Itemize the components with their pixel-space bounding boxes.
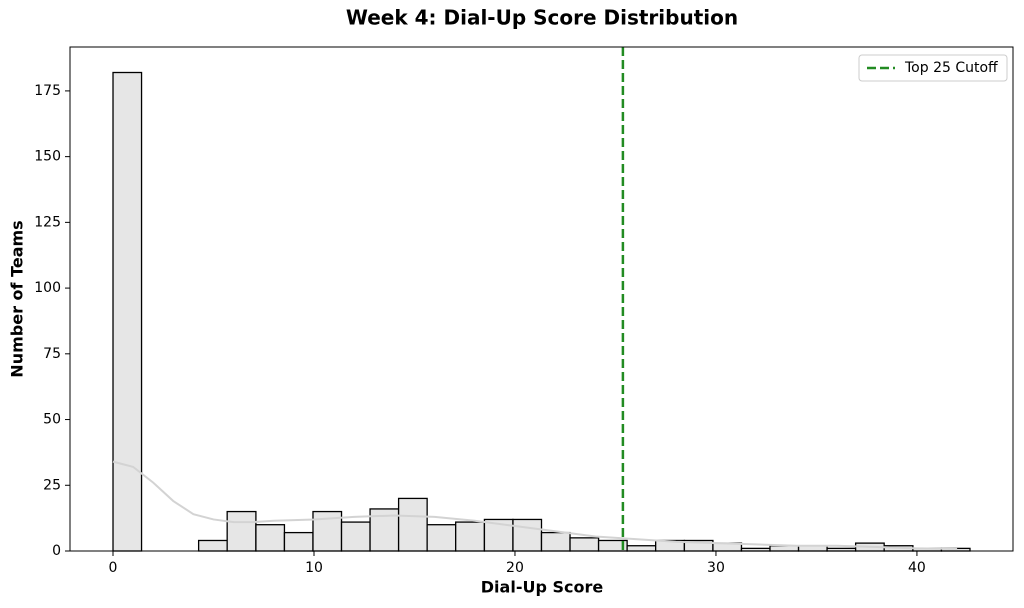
bar [455,521,486,552]
bar [255,524,286,552]
bar [569,537,600,552]
x-tick-label: 40 [908,560,926,576]
bar [283,531,314,552]
y-tick-label: 0 [52,543,61,559]
bar [112,71,143,552]
y-tick-label: 25 [43,477,61,493]
chart-title: Week 4: Dial-Up Score Distribution [346,6,738,30]
bar [397,497,428,552]
bar [540,531,571,552]
bar [426,524,457,552]
x-axis-label: Dial-Up Score [481,578,604,597]
y-axis-label: Number of Teams [8,220,27,377]
y-tick-label: 150 [34,149,61,165]
kde-line [112,460,958,550]
y-tick-label: 50 [43,412,61,428]
bar [226,510,257,552]
bar [512,518,543,552]
bar [340,521,371,552]
bar [197,539,228,552]
y-tick-label: 75 [43,346,61,362]
bar [626,545,657,552]
x-tick-label: 30 [707,560,725,576]
y-tick-label: 100 [34,280,61,296]
x-tick-label: 0 [109,560,118,576]
plot-frame [69,46,1014,552]
x-tick-label: 20 [506,560,524,576]
legend-box [858,54,1008,82]
x-tick-label: 10 [305,560,323,576]
y-tick-label: 125 [34,214,61,230]
legend-label: Top 25 Cutoff [904,60,998,76]
y-tick-label: 175 [34,83,61,99]
